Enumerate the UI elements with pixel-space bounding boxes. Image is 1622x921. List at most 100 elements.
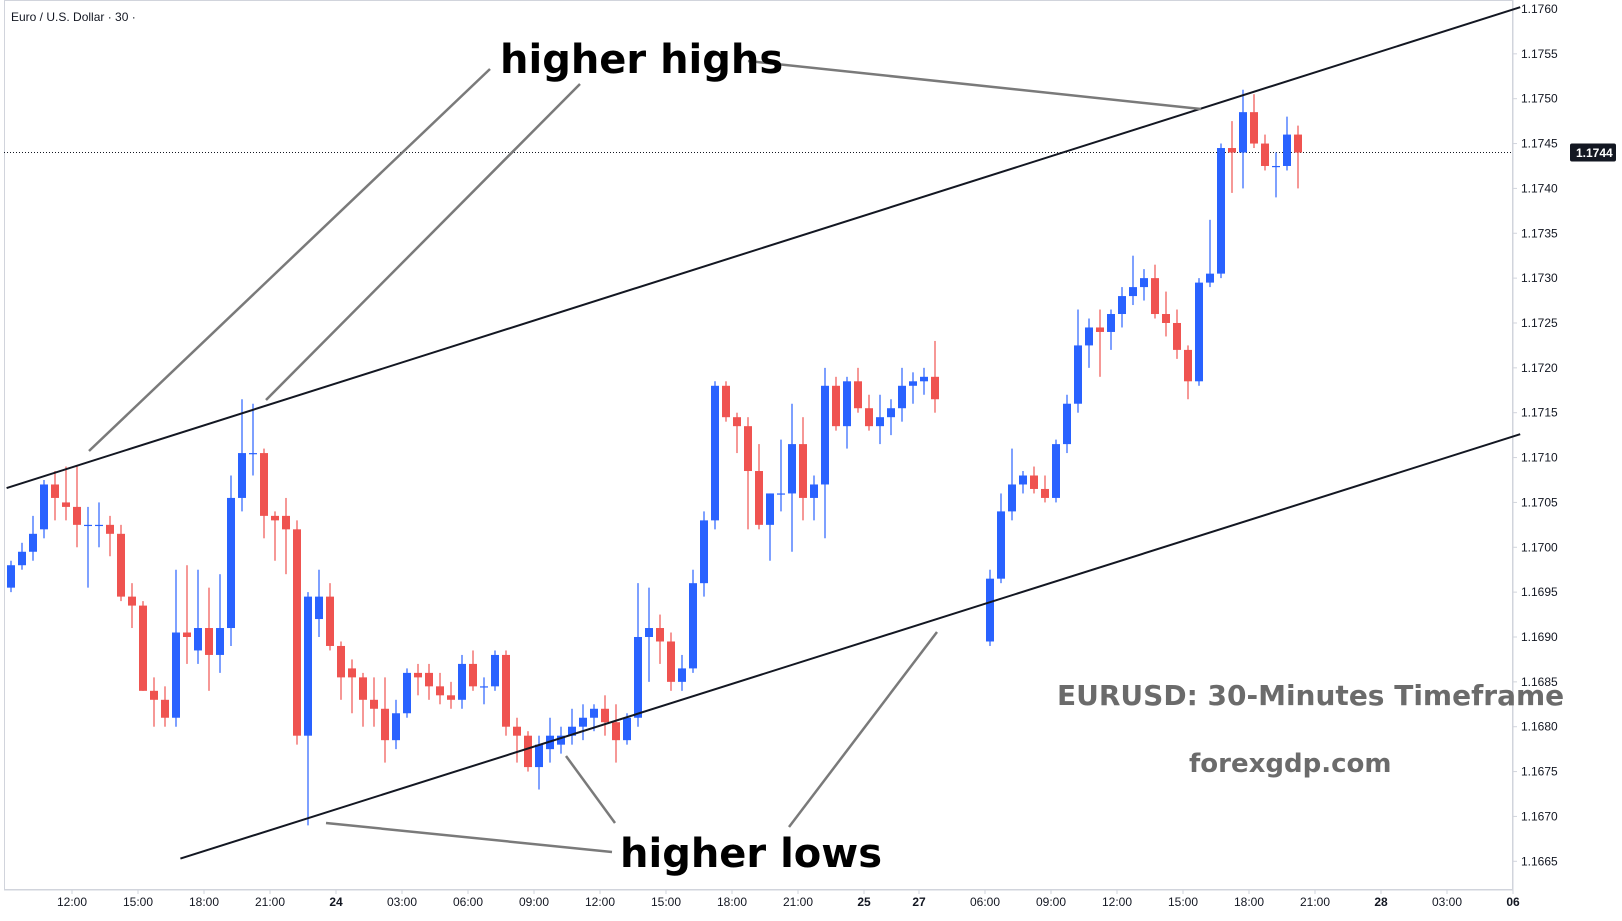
candle — [117, 524, 125, 602]
candle — [172, 569, 180, 727]
candle-body — [117, 533, 125, 597]
time-tick-label: 12:00 — [585, 895, 615, 909]
candle — [788, 403, 796, 552]
price-tick-label: 1.1725 — [1521, 316, 1558, 330]
candle-body — [667, 641, 675, 682]
candle — [249, 403, 257, 476]
candle-body — [249, 453, 257, 455]
candle-body — [722, 385, 730, 418]
candle-body — [392, 713, 400, 741]
candle-body — [216, 628, 224, 655]
candle — [1008, 448, 1016, 521]
watermark-title: EURUSD: 30-Minutes Timeframe — [1057, 679, 1564, 712]
candle — [854, 367, 862, 413]
trendline-lower[interactable] — [180, 433, 1521, 860]
candle-body — [865, 408, 873, 427]
candle-body — [40, 484, 48, 530]
candle-body — [128, 596, 136, 606]
candle — [194, 569, 202, 664]
candle-body — [1140, 278, 1148, 288]
candle — [1162, 291, 1170, 337]
candle — [436, 672, 444, 705]
trendline-upper[interactable] — [6, 6, 1521, 490]
watermark-site: forexgdp.com — [1189, 749, 1391, 779]
candle — [1195, 278, 1203, 386]
candle — [1129, 255, 1137, 306]
candle — [1151, 264, 1159, 319]
candle — [689, 569, 697, 673]
candle — [513, 717, 521, 763]
candle-body — [315, 596, 323, 620]
candle-body — [293, 529, 301, 736]
candle-body — [524, 735, 532, 768]
candle — [370, 677, 378, 727]
candle — [1140, 269, 1148, 301]
arrow-low-3 — [788, 631, 938, 828]
candle-body — [172, 632, 180, 718]
candle — [1041, 475, 1049, 503]
candle-body — [832, 385, 840, 427]
candle — [777, 439, 785, 512]
candle-body — [139, 605, 147, 691]
candle-body — [348, 668, 356, 678]
trendlines[interactable] — [6, 6, 1521, 860]
price-tick-label: 1.1730 — [1521, 271, 1558, 285]
candle-body — [1228, 148, 1236, 153]
candle — [821, 367, 829, 539]
candle-body — [920, 376, 928, 382]
candle — [1074, 309, 1082, 413]
price-tick-label: 1.1715 — [1521, 406, 1558, 420]
candle-body — [326, 596, 334, 646]
time-tick-label: 27 — [912, 895, 926, 909]
candle — [678, 654, 686, 691]
current-price-label: 1.1744 — [1576, 146, 1613, 160]
price-tick-label: 1.1760 — [1521, 2, 1558, 16]
candle-body — [282, 515, 290, 530]
candle — [227, 475, 235, 646]
time-axis[interactable]: 12:00 15:00 18:00 21:00 24 03:00 06:00 09:00 12:… — [57, 890, 1520, 909]
candle — [1096, 309, 1104, 377]
candle-body — [755, 471, 763, 525]
symbol-title[interactable]: Euro / U.S. Dollar · 30 · — [11, 10, 136, 24]
candle-body — [1063, 403, 1071, 445]
candle — [491, 650, 499, 691]
candle — [920, 367, 928, 395]
candle — [1019, 471, 1027, 494]
candle — [161, 686, 169, 727]
candle — [865, 394, 873, 431]
arrow-high-1 — [88, 68, 491, 452]
candle-body — [1129, 287, 1137, 297]
candle — [29, 515, 37, 561]
candle-body — [1239, 112, 1247, 153]
candle — [876, 394, 884, 445]
candle-body — [1074, 345, 1082, 404]
candle-body — [205, 628, 213, 655]
candle — [1206, 219, 1214, 288]
candle — [1173, 309, 1181, 359]
candle — [425, 663, 433, 700]
candle-body — [810, 484, 818, 498]
candle-body — [1206, 273, 1214, 283]
price-axis[interactable]: 1.1665 1.1670 1.1675 1.1680 1.1685 1.1690 1.16… — [1513, 2, 1558, 868]
candle — [480, 677, 488, 705]
candle-body — [1283, 134, 1291, 166]
price-tick-label: 1.1740 — [1521, 181, 1558, 195]
time-tick-label: 09:00 — [1036, 895, 1066, 909]
candle-body — [1173, 322, 1181, 350]
candle-body — [733, 417, 741, 427]
candle-body — [1184, 349, 1192, 382]
candle — [216, 574, 224, 673]
time-tick-label: 25 — [857, 895, 871, 909]
candle — [95, 502, 103, 548]
time-tick-label: 24 — [329, 895, 343, 909]
candle — [810, 475, 818, 521]
candle — [458, 654, 466, 709]
candle — [447, 681, 455, 709]
candle-body — [106, 524, 114, 534]
candle — [612, 704, 620, 763]
time-tick-label: 06:00 — [970, 895, 1000, 909]
arrow-low-2 — [564, 755, 617, 824]
candle-body — [898, 385, 906, 409]
candle-body — [1096, 327, 1104, 332]
